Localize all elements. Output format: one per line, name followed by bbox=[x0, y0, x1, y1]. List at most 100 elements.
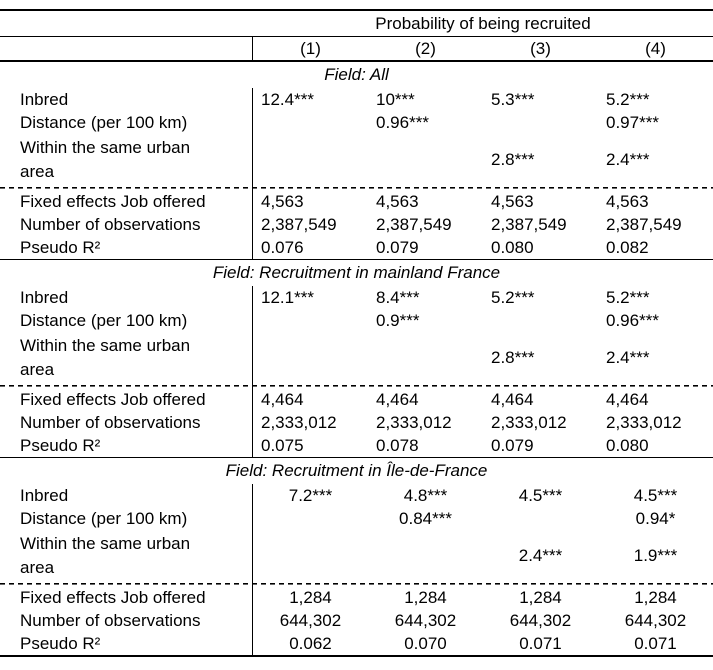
coef-row-inbred: Inbred 12.4*** 10*** 5.3*** 5.2*** bbox=[0, 88, 713, 111]
row-label: Inbred bbox=[0, 88, 253, 111]
stat-cell: 0.071 bbox=[519, 633, 562, 653]
coef-cell: 0.96*** bbox=[376, 112, 429, 132]
stat-cell: 0.071 bbox=[634, 633, 677, 653]
row-label-line: area bbox=[20, 558, 55, 577]
stat-row-observations: Number of observations 2,387,549 2,387,5… bbox=[0, 213, 713, 236]
coef-cell: 2.4*** bbox=[518, 546, 563, 565]
row-label-line: Within the same urban bbox=[20, 534, 191, 553]
coef-cell: 12.1*** bbox=[261, 287, 314, 307]
row-label: Inbred bbox=[0, 286, 253, 309]
stat-cell: 4,563 bbox=[376, 191, 419, 211]
stat-cell: 1,284 bbox=[289, 587, 332, 607]
stat-cell: 644,302 bbox=[279, 610, 342, 630]
stat-cell: 4,563 bbox=[261, 191, 304, 211]
coef-cell bbox=[253, 134, 368, 186]
stat-cell: 644,302 bbox=[624, 610, 687, 630]
dashed-separator bbox=[0, 186, 713, 190]
coef-row-within-urban-area: Within the same urban area 2.8*** 2.4*** bbox=[0, 332, 713, 384]
rule-top bbox=[0, 9, 713, 11]
coef-row-within-urban-area: Within the same urban area 2.8*** 2.4*** bbox=[0, 134, 713, 186]
coef-cell: 2.4*** bbox=[606, 348, 650, 367]
stat-cell: 0.075 bbox=[261, 435, 304, 455]
stat-cell: 4,464 bbox=[376, 389, 419, 409]
coef-cell bbox=[253, 507, 368, 530]
column-header: (3) bbox=[530, 38, 551, 58]
coef-row-within-urban-area: Within the same urban area 2.4*** 1.9*** bbox=[0, 530, 713, 582]
row-label: Number of observations bbox=[0, 411, 253, 434]
stat-cell: 0.079 bbox=[491, 435, 534, 455]
row-label: Fixed effects Job offered bbox=[0, 586, 253, 609]
row-label: Number of observations bbox=[0, 609, 253, 632]
stat-cell: 2,387,549 bbox=[491, 214, 567, 234]
column-header-row: (1) (2) (3) (4) bbox=[0, 37, 713, 60]
coef-cell: 4.5*** bbox=[518, 485, 563, 505]
rule-bottom bbox=[0, 655, 713, 657]
row-label: Pseudo R² bbox=[0, 632, 253, 655]
row-label-line: area bbox=[20, 360, 55, 379]
stat-row-pseudo-r2: Pseudo R² 0.062 0.070 0.071 0.071 bbox=[0, 632, 713, 655]
row-label: Distance (per 100 km) bbox=[0, 309, 253, 332]
row-label: Fixed effects Job offered bbox=[0, 388, 253, 411]
stat-cell: 1,284 bbox=[404, 587, 447, 607]
coef-row-distance: Distance (per 100 km) 0.96*** 0.97*** bbox=[0, 111, 713, 134]
coef-row-distance: Distance (per 100 km) 0.9*** 0.96*** bbox=[0, 309, 713, 332]
coef-cell: 2.8*** bbox=[491, 150, 535, 169]
coef-cell bbox=[368, 332, 483, 384]
coef-cell: 5.2*** bbox=[606, 287, 650, 307]
stat-cell: 0.082 bbox=[606, 237, 649, 257]
row-label-line: Within the same urban bbox=[20, 138, 191, 157]
coef-cell: 0.94* bbox=[635, 508, 676, 528]
coef-cell: 5.3*** bbox=[491, 89, 535, 109]
stat-cell: 4,464 bbox=[261, 389, 304, 409]
stat-row-observations: Number of observations 2,333,012 2,333,0… bbox=[0, 411, 713, 434]
stat-cell: 4,563 bbox=[606, 191, 649, 211]
table-title: Probability of being recruited bbox=[375, 13, 591, 33]
stat-row-observations: Number of observations 644,302 644,302 6… bbox=[0, 609, 713, 632]
coef-cell bbox=[368, 530, 483, 582]
coef-cell bbox=[483, 309, 598, 332]
dashed-separator bbox=[0, 582, 713, 586]
rule-under-title bbox=[0, 36, 713, 37]
stat-cell: 2,387,549 bbox=[376, 214, 452, 234]
coef-cell: 0.9*** bbox=[376, 310, 420, 330]
panel-subtitle: Field: All bbox=[324, 65, 389, 84]
row-label: Within the same urban area bbox=[0, 530, 253, 582]
coef-cell bbox=[253, 309, 368, 332]
stat-row-fixed-effects: Fixed effects Job offered 4,563 4,563 4,… bbox=[0, 190, 713, 213]
stat-row-fixed-effects: Fixed effects Job offered 4,464 4,464 4,… bbox=[0, 388, 713, 411]
coef-cell: 2.4*** bbox=[606, 150, 650, 169]
row-label: Fixed effects Job offered bbox=[0, 190, 253, 213]
coef-cell bbox=[483, 111, 598, 134]
table-title-row: Probability of being recruited bbox=[0, 11, 713, 36]
coef-row-distance: Distance (per 100 km) 0.84*** 0.94* bbox=[0, 507, 713, 530]
coef-cell: 5.2*** bbox=[491, 287, 535, 307]
coef-cell bbox=[483, 507, 598, 530]
stat-cell: 644,302 bbox=[394, 610, 457, 630]
coef-cell: 1.9*** bbox=[633, 546, 678, 565]
stat-cell: 644,302 bbox=[509, 610, 572, 630]
stat-cell: 2,333,012 bbox=[491, 412, 567, 432]
stat-cell: 2,333,012 bbox=[261, 412, 337, 432]
coef-cell bbox=[368, 134, 483, 186]
coef-cell: 10*** bbox=[376, 89, 415, 109]
column-header: (4) bbox=[645, 38, 666, 58]
coef-cell: 7.2*** bbox=[288, 485, 333, 505]
coef-cell: 4.8*** bbox=[403, 485, 448, 505]
rule-under-columns bbox=[0, 60, 713, 62]
stat-cell: 4,464 bbox=[491, 389, 534, 409]
column-header: (2) bbox=[415, 38, 436, 58]
stat-cell: 0.070 bbox=[404, 633, 447, 653]
row-label: Distance (per 100 km) bbox=[0, 507, 253, 530]
stat-cell: 4,563 bbox=[491, 191, 534, 211]
stat-cell: 0.080 bbox=[606, 435, 649, 455]
panel-subtitle: Field: Recruitment in mainland France bbox=[212, 263, 501, 282]
stat-cell: 2,387,549 bbox=[261, 214, 337, 234]
row-label: Pseudo R² bbox=[0, 434, 253, 457]
dashed-separator bbox=[0, 384, 713, 388]
stat-cell: 0.080 bbox=[491, 237, 534, 257]
coef-row-inbred: Inbred 12.1*** 8.4*** 5.2*** 5.2*** bbox=[0, 286, 713, 309]
stat-cell: 0.062 bbox=[289, 633, 332, 653]
coef-cell bbox=[253, 332, 368, 384]
column-header: (1) bbox=[300, 38, 321, 58]
row-label: Number of observations bbox=[0, 213, 253, 236]
